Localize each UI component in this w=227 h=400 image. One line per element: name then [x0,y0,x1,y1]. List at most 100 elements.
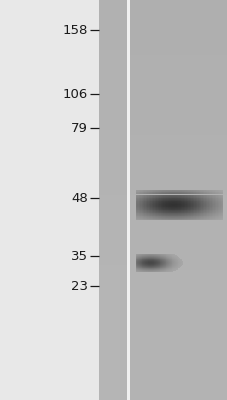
Bar [189,194,190,195]
Bar [136,218,138,219]
Bar [179,191,180,192]
Bar [182,213,183,214]
Bar [179,262,180,263]
Bar [144,204,145,205]
Bar [154,256,155,257]
Bar [177,208,179,209]
Bar [173,266,174,267]
Bar [173,219,174,220]
Bar [182,210,183,211]
Bar [177,266,178,267]
Bar [179,211,180,212]
Bar [154,202,155,203]
Bar [179,266,180,267]
Bar [169,205,170,206]
Bar [173,265,174,266]
Bar [147,260,148,261]
Bar [99,350,126,355]
Bar [202,204,204,205]
Bar [129,225,227,230]
Bar [150,216,151,217]
Bar [192,213,193,214]
Bar [142,263,143,264]
Bar [139,266,140,267]
Bar [178,263,179,264]
Bar [202,203,204,204]
Bar [157,260,158,261]
Bar [214,207,215,208]
Bar [99,25,126,30]
Bar [129,230,227,235]
Bar [204,200,205,201]
Bar [139,203,141,204]
Bar [164,263,165,264]
Bar [161,199,163,200]
Bar [156,255,157,256]
Bar [170,219,171,220]
Bar [135,196,136,197]
Bar [196,207,198,208]
Bar [158,255,159,256]
Bar [142,264,143,265]
Bar [160,266,161,267]
Bar [148,215,150,216]
Bar [179,203,180,204]
Bar [148,261,149,262]
Bar [141,269,142,270]
Bar [170,211,171,212]
Bar [135,271,136,272]
Bar [170,208,171,209]
Bar [192,199,193,200]
Bar [193,219,195,220]
Bar [202,196,204,197]
Bar [167,267,168,268]
Bar [180,215,182,216]
Bar [167,265,168,266]
Bar [99,0,126,400]
Bar [148,202,150,203]
Bar [221,195,222,196]
Bar [152,260,153,261]
Bar [211,199,212,200]
Bar [151,218,153,219]
Bar [99,0,126,5]
Bar [199,213,201,214]
Bar [180,201,182,202]
Bar [145,208,147,209]
Bar [140,266,141,267]
Bar [136,267,137,268]
Bar [155,261,156,262]
Bar [205,216,206,217]
Bar [173,209,174,210]
Bar [186,200,188,201]
Bar [212,216,214,217]
Bar [179,202,180,203]
Bar [205,215,206,216]
Bar [150,270,151,271]
Bar [218,203,220,204]
Bar [189,200,190,201]
Bar [220,210,221,211]
Bar [188,201,189,202]
Bar [144,192,145,193]
Bar [176,200,177,201]
Bar [145,218,147,219]
Bar [176,193,177,194]
Bar [160,271,161,272]
Bar [218,212,220,213]
Bar [166,269,167,270]
Bar [171,212,173,213]
Bar [166,265,167,266]
Bar [214,192,215,193]
Bar [171,218,173,219]
Bar [153,200,154,201]
Bar [215,200,217,201]
Bar [158,190,160,191]
Bar [186,195,188,196]
Bar [129,385,227,390]
Bar [206,199,208,200]
Bar [147,257,148,258]
Bar [137,268,138,269]
Bar [99,215,126,220]
Bar [149,254,150,255]
